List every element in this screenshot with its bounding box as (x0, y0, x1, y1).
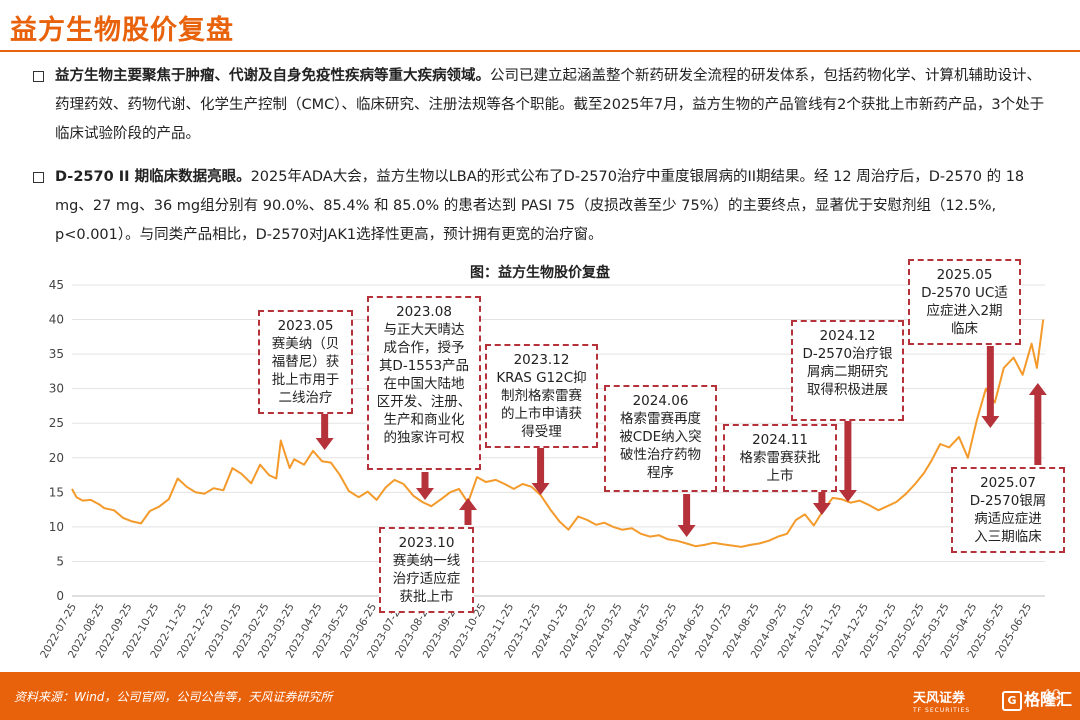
annotation-line: 批上市用于 (271, 372, 340, 388)
event-annotation-box: 2024.06 格索雷赛再度 被CDE纳入突 破性治疗药物 程序 (604, 385, 717, 492)
y-tick-label: 45 (49, 278, 64, 292)
annotation-line: 其D-1553产品 (378, 358, 470, 374)
event-annotation-box: 2024.11 格索雷赛获批 上市 (723, 424, 837, 492)
annotation-line: D-2570 UC适 (921, 285, 1008, 301)
page-number: 40 (1042, 686, 1062, 704)
annotation-arrow-head (531, 483, 550, 495)
annotation-line: 被CDE纳入突 (619, 429, 702, 445)
annotation-line: 成合作，授予 (383, 340, 465, 356)
page-title: 益方生物股价复盘 (10, 15, 234, 46)
annotation-line: 赛美纳（贝 (271, 336, 340, 352)
gelonghui-text: 格隆汇 (1024, 690, 1073, 709)
annotation-line: 临床 (951, 321, 978, 337)
annotation-line: 制剂格索雷赛 (501, 388, 582, 404)
annotation-arrow-head (981, 416, 1000, 428)
bullet-2-bold: D-2570 II 期临床数据亮眼。 (55, 169, 251, 185)
annotation-line: KRAS G12C抑 (496, 370, 587, 386)
y-tick-label: 30 (49, 382, 64, 396)
annotation-line: 格索雷赛获批 (739, 450, 821, 466)
bullet-2-text: 2025年ADA大会，益方生物以LBA的形式公布了D-2570治疗中重度银屑病的… (55, 169, 1025, 243)
annotation-arrow-head (459, 498, 478, 510)
annotation-arrow-head (812, 503, 831, 515)
event-annotation-box: 2023.08 与正大天晴达 成合作，授予 其D-1553产品 在中国大陆地 区开发、注册… (367, 296, 481, 470)
event-annotation-box: 2025.07 D-2570银屑 病适应症进入三期临床 (951, 467, 1065, 553)
gelonghui-icon: G (1002, 690, 1022, 711)
annotation-date: 2023.08 (396, 304, 452, 320)
stock-price-chart: 0 5 10 15 20 25 30 35 40 45 2022-07-252022-08-252… (38, 278, 1047, 661)
bullet-d2570-data: D-2570 II 期临床数据亮眼。2025年ADA大会，益方生物以LBA的形式… (33, 163, 1055, 250)
annotation-line: 区开发、注册、 (376, 394, 472, 410)
annotation-date: 2025.05 (936, 267, 993, 283)
annotation-arrow-head (838, 490, 857, 502)
annotation-line: 在中国大陆地 (383, 376, 465, 392)
y-tick-label: 20 (49, 451, 64, 465)
tf-securities-logo: 天风证券 TF SECURITIES (913, 687, 970, 714)
y-tick-label: 25 (49, 416, 64, 430)
annotation-arrows (315, 346, 1047, 537)
y-tick-label: 40 (49, 313, 64, 327)
annotation-line: 入三期临床 (974, 529, 1042, 545)
annotation-arrow-head (416, 488, 435, 500)
bullet-company-focus: 益方生物主要聚焦于肿瘤、代谢及自身免疫性疾病等重大疾病领域。公司已建立起涵盖整个… (33, 62, 1055, 149)
annotation-line: 与正大天晴达 (383, 322, 465, 338)
annotation-line: 格索雷赛再度 (620, 411, 701, 427)
annotation-arrow-head (315, 438, 334, 450)
tf-logo-brand: 天风证券 (913, 691, 966, 706)
event-annotation-box: 2024.12 D-2570治疗银 屑病二期研究 取得积极进展 (791, 320, 904, 421)
annotation-date: 2023.10 (398, 535, 455, 551)
annotation-line: 的独家许可权 (383, 430, 465, 446)
square-bullet-icon (33, 71, 44, 82)
event-annotation-box: 2025.05 D-2570 UC适 应症进入2期 临床 (908, 259, 1021, 345)
y-axis: 0 5 10 15 20 25 30 35 40 45 (49, 278, 64, 603)
footer-bar: 资料来源：Wind，公司官网，公司公告等，天风证券研究所 天风证券 TF SECU… (0, 672, 1080, 720)
annotation-line: 应症进入2期 (926, 303, 1003, 319)
annotation-arrow-head (1028, 383, 1047, 395)
gelonghui-watermark: G 格隆汇 (1002, 686, 1072, 711)
annotation-date: 2024.11 (752, 432, 808, 448)
tf-logo-sub: TF SECURITIES (913, 707, 971, 714)
annotation-date: 2023.05 (277, 318, 334, 334)
annotation-line: 程序 (647, 465, 674, 481)
annotation-line: 病适应症进 (974, 511, 1042, 527)
y-tick-label: 15 (49, 485, 64, 499)
y-tick-label: 0 (56, 589, 64, 603)
annotation-line: 上市 (766, 468, 794, 484)
annotation-line: 获批上市 (399, 589, 454, 605)
annotation-date: 2024.12 (819, 328, 876, 344)
y-tick-label: 35 (49, 347, 64, 361)
annotation-date: 2023.12 (513, 352, 570, 368)
square-bullet-icon (33, 172, 44, 183)
footer-source: 资料来源：Wind，公司官网，公司公告等，天风证券研究所 (14, 690, 333, 704)
annotation-line: D-2570银屑 (969, 493, 1047, 509)
chart-title: 图：益方生物股价复盘 (470, 265, 610, 281)
title-divider (0, 50, 1080, 52)
annotation-line: 破性治疗药物 (620, 447, 701, 463)
y-tick-label: 5 (56, 554, 64, 568)
annotation-date: 2024.06 (632, 393, 689, 409)
price-line (71, 319, 1045, 548)
annotation-date: 2025.07 (980, 475, 1036, 491)
event-annotation-box: 2023.10 赛美纳一线治疗适应症获批上市 (379, 527, 474, 613)
annotation-line: D-2570治疗银 (802, 346, 893, 362)
annotation-line: 生产和商业化 (383, 412, 465, 428)
bullet-1-text: 公司已建立起涵盖整个新药研发全流程的研发体系，包括药物化学、计算机辅助设计、药理… (55, 68, 1045, 142)
event-annotation-box: 2023.05 赛美纳（贝福替尼）获批上市用于二线治疗 (258, 310, 353, 414)
event-annotation-box: 2023.12 KRAS G12C抑 制剂格索雷赛 的上市申请获 得受理 (485, 344, 598, 448)
annotation-line: 二线治疗 (278, 390, 333, 406)
x-axis: 2022-07-252022-08-252022-09-252022-10-25… (38, 602, 1034, 661)
annotation-line: 得受理 (521, 424, 562, 440)
y-tick-label: 10 (49, 520, 64, 534)
annotation-line: 福替尼）获 (271, 354, 340, 370)
annotation-line: 治疗适应症 (392, 571, 461, 587)
annotation-line: 的上市申请获 (501, 406, 582, 422)
plot-area (71, 319, 1045, 548)
annotation-arrow-head (677, 525, 696, 537)
annotation-line: 赛美纳一线 (392, 553, 461, 569)
bullet-1-bold: 益方生物主要聚焦于肿瘤、代谢及自身免疫性疾病等重大疾病领域。 (55, 68, 490, 84)
annotation-line: 屑病二期研究 (807, 364, 888, 380)
annotation-line: 取得积极进展 (807, 382, 888, 398)
